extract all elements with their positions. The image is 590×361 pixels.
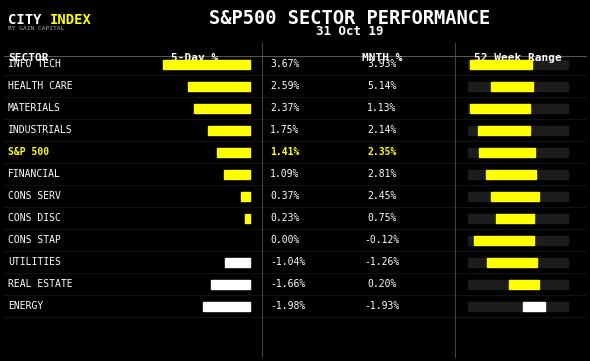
Bar — [188, 82, 250, 91]
Bar — [468, 279, 568, 288]
Bar — [487, 257, 537, 266]
Bar — [468, 170, 568, 178]
Text: CONS STAP: CONS STAP — [8, 235, 61, 245]
Text: 1.75%: 1.75% — [270, 125, 299, 135]
Text: ENERGY: ENERGY — [8, 301, 43, 311]
Text: SECTOR: SECTOR — [8, 53, 48, 63]
Text: -1.93%: -1.93% — [365, 301, 399, 311]
Text: 0.37%: 0.37% — [270, 191, 299, 201]
Text: BY GAIN CAPITAL: BY GAIN CAPITAL — [8, 26, 64, 31]
Text: 2.59%: 2.59% — [270, 81, 299, 91]
Text: 2.37%: 2.37% — [270, 103, 299, 113]
Text: 5-Day %: 5-Day % — [171, 53, 219, 63]
Bar — [244, 213, 250, 222]
Text: -1.66%: -1.66% — [270, 279, 305, 289]
Text: FINANCIAL: FINANCIAL — [8, 169, 61, 179]
Text: 1.13%: 1.13% — [368, 103, 396, 113]
Text: MNTH %: MNTH % — [362, 53, 402, 63]
Text: HEALTH CARE: HEALTH CARE — [8, 81, 73, 91]
Bar — [468, 301, 568, 310]
Text: 2.14%: 2.14% — [368, 125, 396, 135]
Text: 2.81%: 2.81% — [368, 169, 396, 179]
Bar — [225, 257, 250, 266]
Text: -1.26%: -1.26% — [365, 257, 399, 267]
Bar — [194, 104, 250, 113]
Text: -1.98%: -1.98% — [270, 301, 305, 311]
Bar — [491, 82, 533, 91]
Text: 2.45%: 2.45% — [368, 191, 396, 201]
Text: CONS DISC: CONS DISC — [8, 213, 61, 223]
Text: INDUSTRIALS: INDUSTRIALS — [8, 125, 73, 135]
Text: 52 Week Range: 52 Week Range — [474, 53, 562, 63]
Text: 3.67%: 3.67% — [270, 59, 299, 69]
Bar — [208, 126, 250, 135]
Bar — [468, 126, 568, 135]
Bar — [468, 82, 568, 91]
Bar — [474, 235, 534, 244]
Text: 3.93%: 3.93% — [368, 59, 396, 69]
Bar — [509, 279, 539, 288]
Bar — [163, 60, 250, 69]
Text: 0.75%: 0.75% — [368, 213, 396, 223]
Bar — [241, 191, 250, 200]
Text: 0.00%: 0.00% — [270, 235, 299, 245]
Bar — [468, 235, 568, 244]
Text: REAL ESTATE: REAL ESTATE — [8, 279, 73, 289]
Text: 0.23%: 0.23% — [270, 213, 299, 223]
Bar — [211, 279, 250, 288]
Bar — [203, 301, 250, 310]
Bar — [470, 60, 532, 69]
Bar — [477, 126, 530, 135]
Text: -0.12%: -0.12% — [365, 235, 399, 245]
Text: CONS SERV: CONS SERV — [8, 191, 61, 201]
Text: S&P 500: S&P 500 — [8, 147, 49, 157]
Bar — [468, 148, 568, 157]
Text: S&P500 SECTOR PERFORMANCE: S&P500 SECTOR PERFORMANCE — [209, 9, 491, 28]
Text: CITY: CITY — [8, 13, 41, 27]
Bar — [479, 148, 535, 157]
Text: INFO TECH: INFO TECH — [8, 59, 61, 69]
Bar — [468, 104, 568, 113]
Text: INDEX: INDEX — [50, 13, 92, 27]
Bar — [217, 148, 250, 157]
Bar — [486, 170, 536, 178]
Text: 5.14%: 5.14% — [368, 81, 396, 91]
Text: 1.09%: 1.09% — [270, 169, 299, 179]
Bar — [468, 191, 568, 200]
Text: 0.20%: 0.20% — [368, 279, 396, 289]
Text: 1.41%: 1.41% — [270, 147, 299, 157]
Bar — [468, 60, 568, 69]
Bar — [224, 170, 250, 178]
Text: 2.35%: 2.35% — [368, 147, 396, 157]
Bar — [470, 104, 530, 113]
Text: -1.04%: -1.04% — [270, 257, 305, 267]
Text: MATERIALS: MATERIALS — [8, 103, 61, 113]
Bar — [496, 213, 534, 222]
Bar — [523, 301, 545, 310]
Bar — [491, 191, 539, 200]
Bar — [468, 213, 568, 222]
Text: UTILITIES: UTILITIES — [8, 257, 61, 267]
Text: 31 Oct 19: 31 Oct 19 — [316, 25, 384, 38]
Bar — [468, 257, 568, 266]
